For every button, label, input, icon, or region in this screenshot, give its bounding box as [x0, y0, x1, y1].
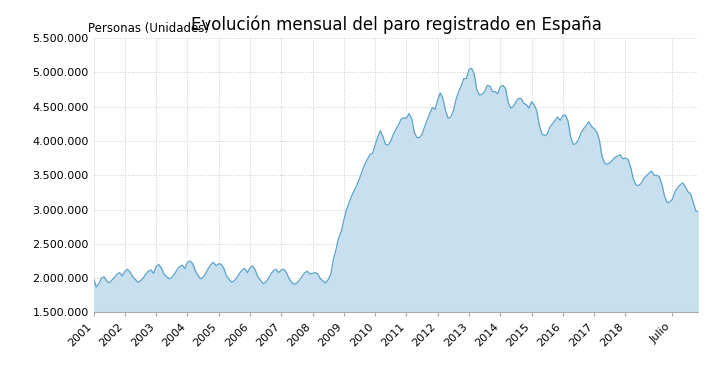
Text: Personas (Unidades): Personas (Unidades) [88, 22, 209, 35]
Title: Evolución mensual del paro registrado en España: Evolución mensual del paro registrado en… [191, 15, 601, 34]
